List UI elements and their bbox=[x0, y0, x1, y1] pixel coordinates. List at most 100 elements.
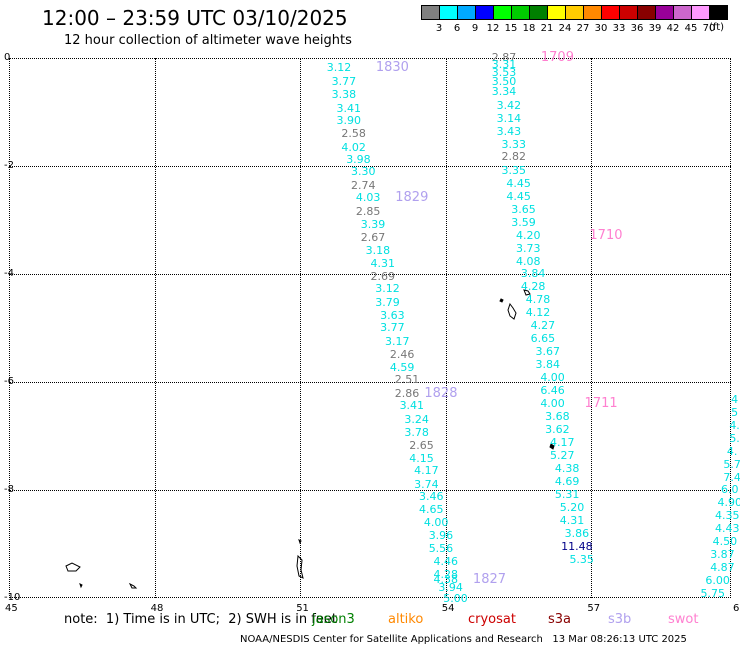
wave-height-value: 2.86 bbox=[394, 386, 420, 400]
satellite-name: jason3 bbox=[312, 612, 355, 627]
wave-height-value: 3.50 bbox=[491, 74, 517, 88]
wave-height-value: 5 bbox=[731, 405, 739, 419]
wave-height-value: 3.77 bbox=[380, 321, 405, 335]
legend-label: 24 bbox=[558, 23, 572, 34]
legend-swatch bbox=[709, 5, 728, 20]
legend-label: 45 bbox=[684, 23, 698, 34]
wave-height-value: 4.31 bbox=[559, 513, 585, 527]
satellite-name: altiko bbox=[388, 612, 424, 627]
wave-height-value: 4.45 bbox=[506, 176, 531, 190]
wave-height-value: 3.46 bbox=[418, 489, 444, 503]
wave-height-value: 4.87 bbox=[710, 561, 735, 575]
wave-height-value: 2.82 bbox=[501, 150, 526, 164]
wave-height-value: 4.17 bbox=[550, 435, 575, 449]
wave-height-value: 3.53 bbox=[491, 65, 517, 79]
wave-height-value: 4.00 bbox=[540, 397, 565, 411]
legend-label: 33 bbox=[612, 23, 626, 34]
y-tick-label: -6 bbox=[4, 376, 14, 387]
grid-line-vertical bbox=[300, 58, 302, 598]
wave-height-value: 3.65 bbox=[511, 202, 536, 216]
x-tick-label: 54 bbox=[441, 603, 455, 614]
wave-height-value: 3.78 bbox=[404, 425, 429, 439]
wave-height-value: 4.65 bbox=[418, 503, 444, 517]
island-providence bbox=[549, 443, 555, 450]
satellite-name: s3b bbox=[608, 612, 632, 627]
page-title: 12:00 – 23:59 UTC 03/10/2025 bbox=[42, 6, 348, 30]
grid-line-horizontal bbox=[9, 166, 731, 167]
wave-height-value: 6.46 bbox=[540, 384, 565, 398]
legend-label: 27 bbox=[576, 23, 590, 34]
wave-height-value: 3.18 bbox=[365, 243, 391, 257]
timestamp-text: 13 Mar 08:26:13 UTC 2025 bbox=[552, 634, 687, 645]
wave-height-value: 4 bbox=[731, 392, 739, 406]
legend-label: 18 bbox=[522, 23, 536, 34]
satellite-name: s3a bbox=[548, 612, 572, 627]
satellite-name: cryosat bbox=[468, 612, 516, 627]
legend-label: 9 bbox=[471, 23, 479, 34]
wave-height-value: 5. bbox=[729, 431, 740, 445]
y-tick-label: -8 bbox=[4, 484, 14, 495]
wave-height-value: 4.12 bbox=[525, 306, 551, 320]
legend-label: 15 bbox=[504, 23, 518, 34]
grid-line-vertical bbox=[154, 58, 156, 598]
wave-height-value: 2.51 bbox=[394, 373, 420, 387]
x-tick-label: 51 bbox=[296, 603, 309, 614]
wave-height-value: 3.12 bbox=[326, 61, 352, 75]
wave-height-value: 5.35 bbox=[569, 552, 594, 566]
wave-height-value: 4.50 bbox=[712, 535, 738, 549]
wave-height-value: 3.68 bbox=[545, 410, 570, 424]
wave-height-value: 4.00 bbox=[540, 371, 565, 385]
island-mahe bbox=[507, 302, 517, 320]
grid-line-horizontal bbox=[9, 274, 731, 275]
wave-height-value: 5.00 bbox=[443, 592, 468, 605]
island-west-a bbox=[65, 562, 81, 572]
wave-height-value: 4.03 bbox=[355, 191, 381, 205]
wave-height-value: 4.38 bbox=[554, 461, 580, 475]
grid-line-horizontal bbox=[9, 382, 731, 383]
wave-height-value: 3.73 bbox=[516, 241, 541, 255]
wave-height-value: 3.62 bbox=[545, 422, 570, 436]
wave-height-value: 3.79 bbox=[375, 296, 400, 310]
grid-line-vertical bbox=[591, 58, 593, 598]
wave-height-value: 5.75 bbox=[700, 587, 725, 601]
wave-height-value: 2.74 bbox=[351, 178, 376, 192]
wave-height-value: 4.15 bbox=[409, 451, 434, 465]
wave-height-value: 5.31 bbox=[554, 487, 580, 501]
wave-height-value: 3.42 bbox=[496, 98, 522, 112]
island-small-b bbox=[298, 539, 302, 545]
wave-height-value: 4.38 bbox=[433, 572, 459, 586]
wave-height-value: 2.46 bbox=[389, 347, 415, 361]
wave-height-value: 4.02 bbox=[341, 140, 366, 154]
island-farquhar bbox=[296, 554, 304, 579]
wave-height-value: 4.46 bbox=[433, 554, 459, 568]
wave-height-value: 3.77 bbox=[331, 75, 357, 89]
page-subtitle: 12 hour collection of altimeter wave hei… bbox=[64, 33, 352, 48]
wave-height-value: 3.86 bbox=[564, 526, 590, 540]
wave-height-value: 4.69 bbox=[554, 474, 580, 488]
wave-height-value: 6.65 bbox=[530, 332, 556, 346]
wave-height-value: 2.58 bbox=[341, 126, 366, 140]
credit-text: NOAA/NESDIS Center for Satellite Applica… bbox=[240, 634, 543, 645]
pass-time-label: 1828 bbox=[424, 385, 458, 401]
y-tick-label: 0 bbox=[4, 52, 11, 63]
pass-time-label: 1710 bbox=[589, 227, 623, 243]
wave-height-value: 4.43 bbox=[715, 522, 740, 536]
pass-time-label: 1829 bbox=[395, 190, 429, 206]
wave-height-value: 3.17 bbox=[385, 334, 410, 348]
x-tick-label: 48 bbox=[150, 603, 164, 614]
pass-time-label: 1830 bbox=[375, 60, 409, 76]
legend-label: 6 bbox=[453, 23, 461, 34]
wave-height-value: 3.12 bbox=[375, 282, 400, 296]
legend-label: 30 bbox=[594, 23, 608, 34]
legend-label: 21 bbox=[540, 23, 554, 34]
island-west-b bbox=[79, 583, 83, 589]
wave-height-value: 5.7 bbox=[723, 457, 740, 471]
wave-height-value: 3.67 bbox=[535, 345, 560, 359]
legend-unit: (ft) bbox=[709, 22, 725, 33]
map-plot-area[interactable] bbox=[9, 58, 731, 598]
wave-height-value: 3.43 bbox=[496, 125, 522, 139]
wave-height-value: 3.84 bbox=[520, 267, 546, 281]
wave-height-value: 4.08 bbox=[516, 254, 541, 268]
x-tick-label: 57 bbox=[587, 603, 601, 614]
legend-label: 39 bbox=[648, 23, 662, 34]
